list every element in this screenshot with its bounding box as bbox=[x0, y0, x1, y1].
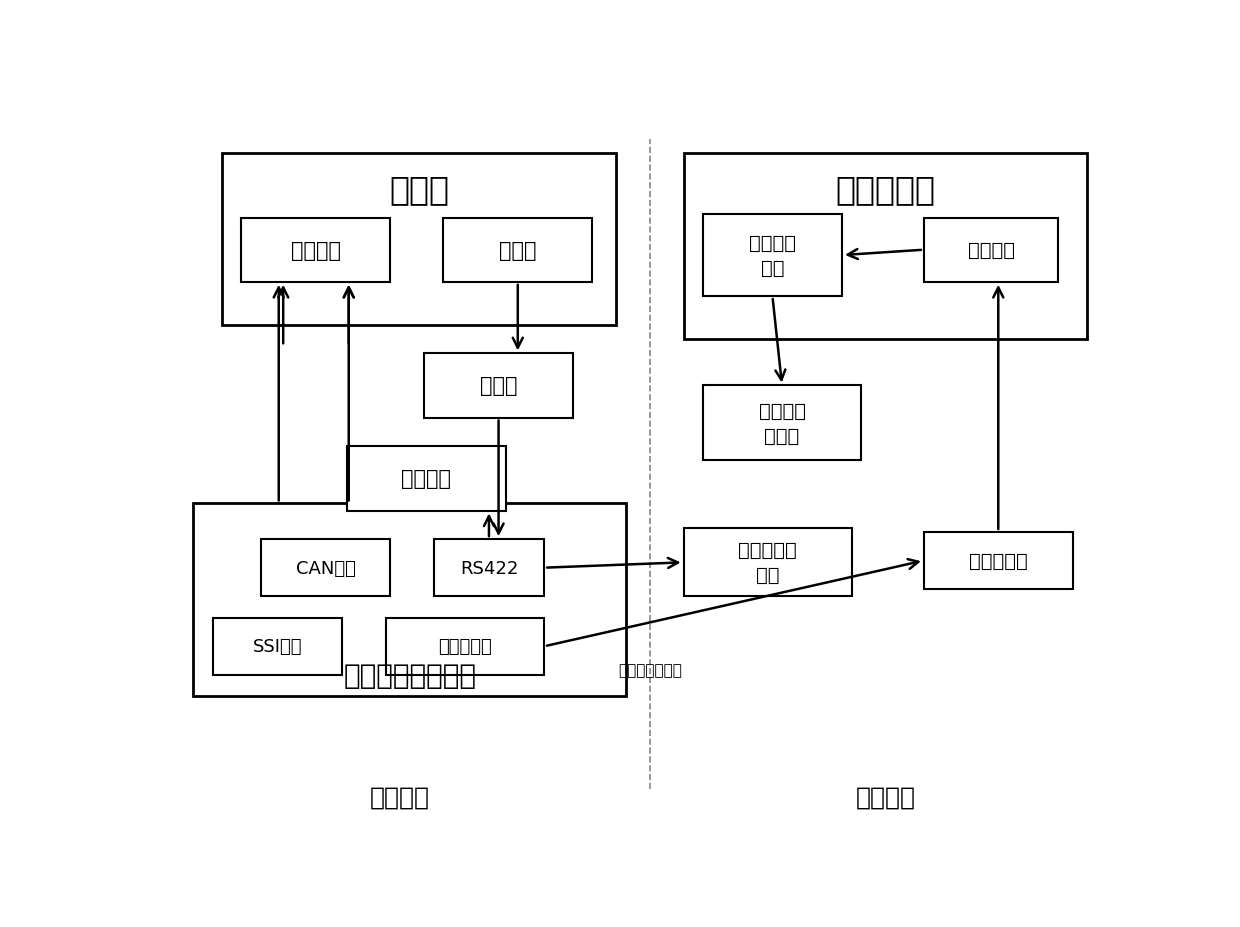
Bar bbox=[347, 447, 506, 511]
Bar bbox=[683, 154, 1087, 339]
Text: SSI接口: SSI接口 bbox=[253, 638, 303, 655]
Text: 减速器: 减速器 bbox=[498, 240, 537, 260]
Text: 数据快取卡: 数据快取卡 bbox=[968, 552, 1028, 570]
Bar bbox=[242, 218, 391, 283]
Bar bbox=[222, 154, 616, 325]
Text: 传感器: 传感器 bbox=[480, 376, 517, 396]
Bar bbox=[424, 354, 573, 418]
Bar bbox=[386, 618, 544, 675]
Bar bbox=[193, 504, 626, 696]
Bar bbox=[444, 218, 593, 283]
Bar bbox=[924, 532, 1073, 590]
Bar bbox=[703, 386, 862, 461]
Bar bbox=[260, 540, 391, 597]
Bar bbox=[703, 215, 842, 297]
Text: 告警信息: 告警信息 bbox=[402, 469, 451, 489]
Text: 地面部分: 地面部分 bbox=[856, 784, 915, 808]
Text: 诊断与预
测结果: 诊断与预 测结果 bbox=[759, 401, 806, 446]
Text: 数据处理
软件: 数据处理 软件 bbox=[749, 234, 796, 278]
Text: 控制系统: 控制系统 bbox=[291, 240, 341, 260]
Text: 车载采集告警装置: 车载采集告警装置 bbox=[343, 661, 476, 689]
Bar bbox=[213, 618, 342, 675]
Text: RS422: RS422 bbox=[460, 559, 518, 577]
Text: 以太网接口: 以太网接口 bbox=[438, 638, 492, 655]
Bar bbox=[434, 540, 544, 597]
Text: 地面数据站: 地面数据站 bbox=[836, 173, 935, 206]
Text: 掘进机: 掘进机 bbox=[389, 173, 449, 206]
Text: 有线或无线传输: 有线或无线传输 bbox=[618, 662, 682, 678]
Text: 便携式辅助
终端: 便携式辅助 终端 bbox=[738, 540, 797, 585]
Text: 本地硬盘: 本地硬盘 bbox=[967, 241, 1014, 260]
Text: 车载部分: 车载部分 bbox=[370, 784, 430, 808]
Bar bbox=[924, 218, 1059, 283]
Text: CAN总线: CAN总线 bbox=[295, 559, 356, 577]
Bar bbox=[683, 528, 852, 597]
